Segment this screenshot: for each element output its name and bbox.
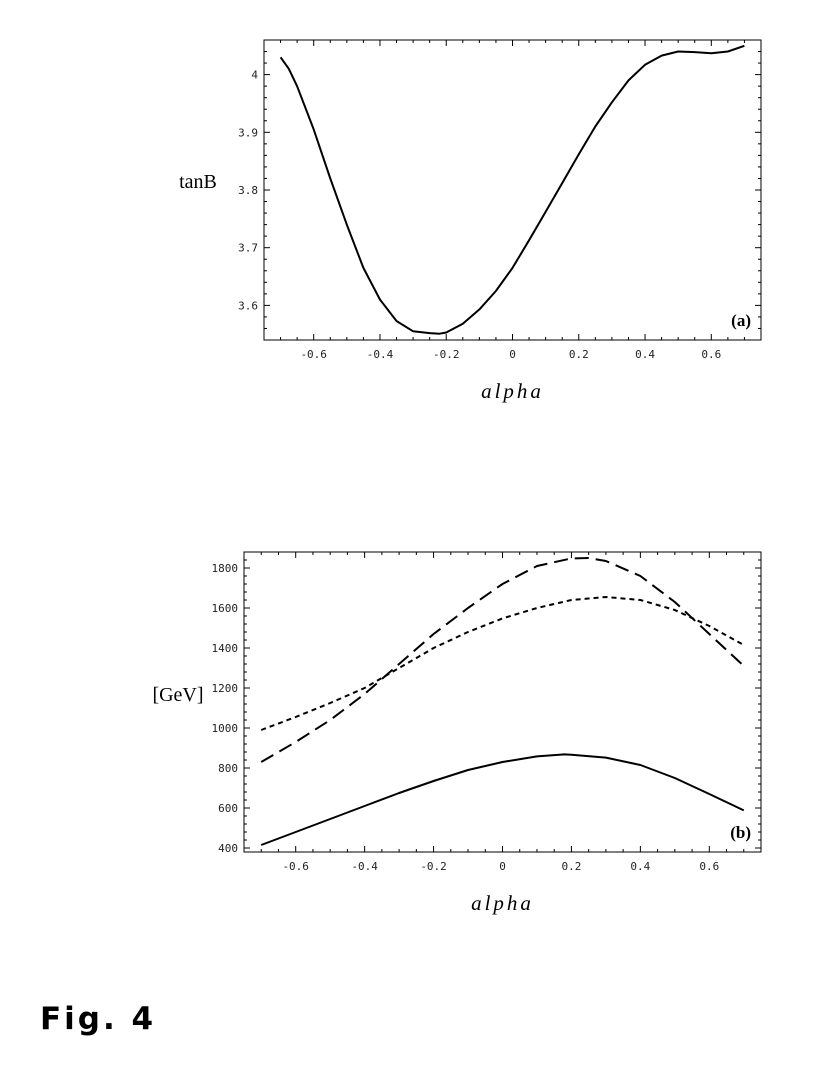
x-tick-label: 0.4 [635,348,655,361]
y-tick-label: 400 [218,842,238,855]
panel-label-a: (a) [731,311,751,330]
x-axis-label: alpha [471,891,534,915]
y-tick-label: 3.8 [238,184,258,197]
series-line-solid [279,44,745,335]
x-tick-label: 0 [509,348,516,361]
series-line-dashed [260,557,745,763]
y-tick-label: 3.6 [238,299,258,312]
y-tick-label: 800 [218,762,238,775]
y-tick-label: 1200 [212,682,239,695]
series-line-solid [260,753,745,846]
y-axis-label: tanB [179,171,217,193]
y-tick-label: 1000 [212,722,239,735]
y-tick-label: 1800 [212,562,239,575]
x-tick-label: 0.6 [699,860,719,873]
figure-caption: Fig. 4 [40,1001,157,1037]
chart-panel-a: -0.6 -0.4 -0.2 0 0.2 0.4 0.6 3.6 3.7 3.8 3.9 4 tanB a… [179,39,762,403]
x-tick-label: -0.2 [420,860,447,873]
x-tick-label: -0.6 [300,348,327,361]
x-tick-label: -0.6 [282,860,309,873]
x-tick-label: 0.4 [630,860,650,873]
chart-panel-b: -0.6 -0.4 -0.2 0 0.2 0.4 0.6 400 600 800 1000 1200 1… [152,551,762,915]
panel-label-b: (b) [730,823,751,842]
series-line-dotted [260,596,745,731]
plot-frame-b [243,551,762,853]
x-tick-label: 0 [499,860,506,873]
y-tick-label: 600 [218,802,238,815]
x-tick-label: 0.2 [569,348,589,361]
y-tick-label: 1400 [212,642,239,655]
x-tick-label: -0.4 [351,860,378,873]
x-tick-label: 0.2 [561,860,581,873]
x-tick-label: -0.2 [433,348,460,361]
y-tick-label: 3.9 [238,126,258,139]
y-axis-label: [GeV] [152,684,203,706]
y-tick-label: 3.7 [238,242,258,255]
plot-frame-a [263,39,762,341]
x-tick-label: -0.4 [367,348,394,361]
x-tick-label: 0.6 [701,348,721,361]
y-tick-label: 1600 [212,602,239,615]
x-axis-label: alpha [481,379,544,403]
y-tick-label: 4 [251,69,258,82]
